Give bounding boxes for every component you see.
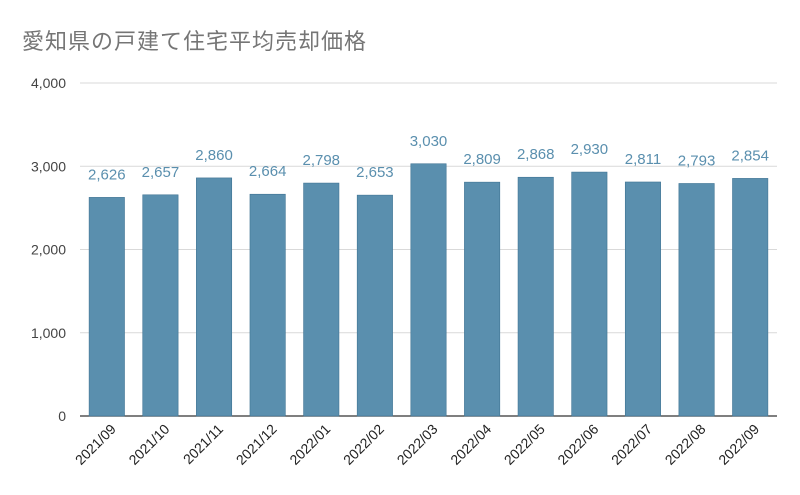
bar	[464, 181, 501, 417]
x-tick-label: 2021/10	[125, 421, 172, 468]
bar	[88, 197, 125, 417]
y-axis-tick-labels: 0 1,000 2,000 3,000 4,000	[31, 75, 66, 424]
x-tick-label: 2022/05	[501, 421, 548, 468]
x-tick-label: 2021/12	[233, 421, 280, 468]
data-label: 2,868	[517, 146, 555, 163]
x-tick-label: 2022/03	[394, 421, 441, 468]
data-label: 3,030	[410, 133, 448, 150]
data-label: 2,854	[731, 147, 769, 164]
y-tick-label: 0	[58, 408, 66, 424]
x-tick-label: 2022/02	[340, 421, 387, 468]
chart-title: 愛知県の戸建て住宅平均売却価格	[22, 30, 368, 55]
x-tick-label: 2022/04	[447, 421, 494, 468]
data-labels: 2,626 2,657 2,860 2,664 2,798 2,653 3,030 2,809…	[88, 133, 769, 184]
bar	[571, 171, 608, 417]
data-label: 2,811	[625, 151, 661, 168]
x-axis-tick-labels: 2021/09 2021/10 2021/11 2021/12 2022/01 2022/…	[72, 421, 763, 468]
bar	[678, 183, 715, 417]
data-label: 2,793	[678, 152, 716, 169]
data-label: 2,798	[302, 152, 340, 169]
data-label: 2,657	[142, 164, 180, 181]
y-tick-label: 4,000	[31, 75, 66, 91]
bar	[624, 181, 661, 417]
x-tick-label: 2022/01	[286, 421, 333, 468]
data-label: 2,653	[356, 164, 394, 181]
data-label: 2,626	[88, 166, 126, 183]
bar	[517, 176, 554, 417]
bar	[142, 194, 179, 417]
bar	[249, 193, 286, 417]
x-tick-label: 2021/09	[72, 421, 119, 468]
data-label: 2,860	[195, 147, 233, 164]
y-tick-label: 2,000	[31, 242, 66, 258]
x-tick-label: 2022/09	[715, 421, 762, 468]
bar	[303, 182, 340, 417]
bar	[356, 194, 393, 417]
x-tick-label: 2022/07	[608, 421, 655, 468]
x-tick-label: 2022/08	[662, 421, 709, 468]
x-tick-label: 2021/11	[180, 421, 227, 468]
data-label: 2,930	[571, 141, 609, 158]
bar	[196, 177, 233, 417]
bar	[410, 163, 447, 417]
y-tick-label: 1,000	[31, 325, 66, 341]
y-tick-label: 3,000	[31, 158, 66, 174]
bars	[88, 163, 769, 417]
data-label: 2,664	[249, 163, 287, 180]
bar	[732, 178, 769, 417]
x-tick-label: 2022/06	[554, 421, 601, 468]
data-label: 2,809	[463, 151, 501, 168]
